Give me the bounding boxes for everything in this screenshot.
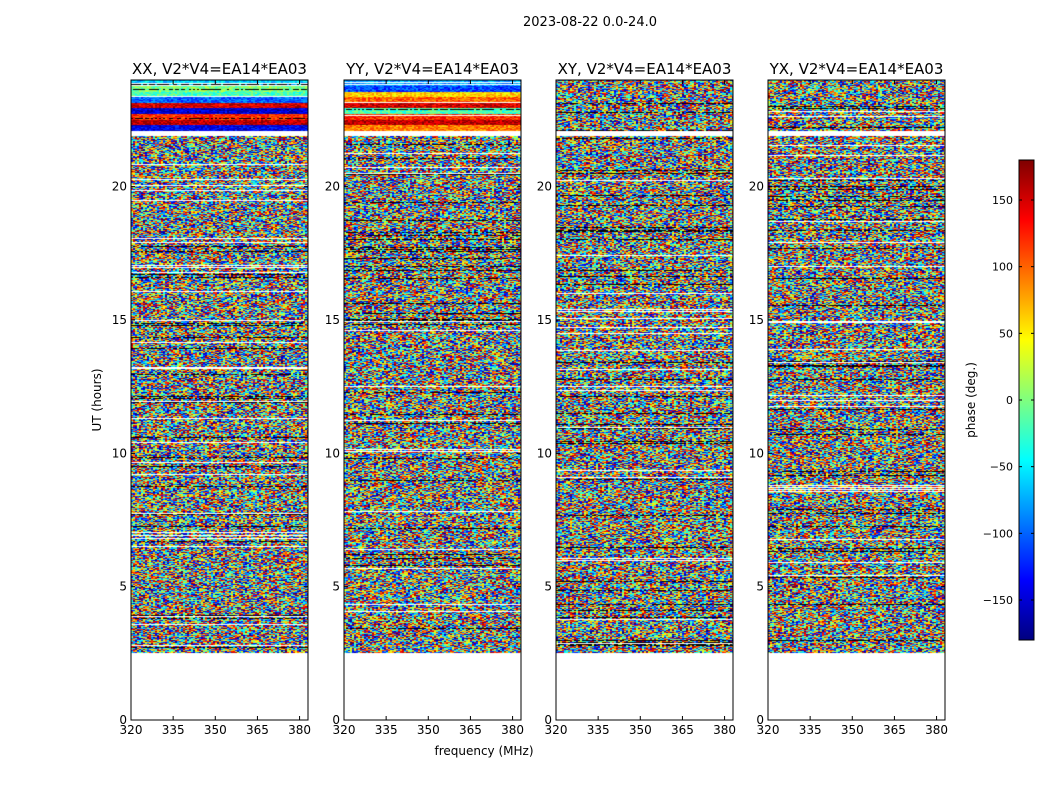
y-tick-label: 15 xyxy=(325,313,340,327)
y-tick-label: 20 xyxy=(112,180,127,194)
y-tick-label: 5 xyxy=(544,580,552,594)
x-tick-label: 350 xyxy=(204,723,227,737)
plot-frame xyxy=(767,79,946,721)
figure-title: 2023-08-22 0.0-24.0 xyxy=(523,15,657,30)
colorbar: −150 −100 −50 0 50 100 150 xyxy=(983,159,1035,641)
x-tick-label: 365 xyxy=(883,723,906,737)
y-tick-label: 10 xyxy=(325,446,340,460)
y-tick-label: 10 xyxy=(537,446,552,460)
x-tick-label: 365 xyxy=(459,723,482,737)
x-tick-label: 350 xyxy=(417,723,440,737)
x-tick-label: 365 xyxy=(246,723,269,737)
colorbar-tick-label: 0 xyxy=(1006,394,1013,407)
phase-heatmap xyxy=(131,80,308,720)
y-axis-label: UT (hours) xyxy=(90,368,104,431)
x-tick-label: 350 xyxy=(841,723,864,737)
x-tick-label: 335 xyxy=(799,723,822,737)
x-tick-label: 320 xyxy=(545,723,568,737)
y-tick-label: 0 xyxy=(119,713,127,727)
panel-xy: XY, V2*V4=EA14*EA03 320 335 350 365 380 0 5 10 15… xyxy=(537,60,736,737)
plot-frame xyxy=(343,79,522,721)
y-tick-label: 20 xyxy=(537,180,552,194)
panel-yy: YY, V2*V4=EA14*EA03 320 335 350 365 380 0 5 10 15… xyxy=(325,60,524,737)
y-tick-label: 20 xyxy=(325,180,340,194)
x-tick-label: 335 xyxy=(375,723,398,737)
panel-xx: XX, V2*V4=EA14*EA03 320 335 350 365 380 0 5 10 15… xyxy=(112,60,311,737)
panel-title: XX, V2*V4=EA14*EA03 xyxy=(132,60,307,78)
x-axis-label: frequency (MHz) xyxy=(434,744,533,758)
panel-yx: YX, V2*V4=EA14*EA03 320 335 350 365 380 0 5 10 15… xyxy=(749,60,948,737)
phase-heatmap xyxy=(344,80,521,720)
plot-frame xyxy=(130,79,309,721)
x-tick-label: 380 xyxy=(925,723,948,737)
y-tick-label: 0 xyxy=(332,713,340,727)
y-tick-label: 0 xyxy=(544,713,552,727)
x-tick-label: 335 xyxy=(587,723,610,737)
y-tick-label: 20 xyxy=(749,180,764,194)
plot-frame xyxy=(555,79,734,721)
x-tick-label: 350 xyxy=(629,723,652,737)
colorbar-tick-label: −100 xyxy=(983,527,1013,540)
panels: XX, V2*V4=EA14*EA03 320 335 350 365 380 0 5 10 15… xyxy=(112,60,948,737)
colorbar-tick-label: 150 xyxy=(992,194,1013,207)
colorbar-label: phase (deg.) xyxy=(964,362,978,438)
y-tick-label: 15 xyxy=(537,313,552,327)
x-tick-label: 320 xyxy=(120,723,143,737)
phase-heatmap xyxy=(556,80,733,720)
x-tick-label: 320 xyxy=(757,723,780,737)
x-tick-label: 380 xyxy=(713,723,736,737)
panel-title: YY, V2*V4=EA14*EA03 xyxy=(345,60,519,78)
y-tick-label: 0 xyxy=(756,713,764,727)
colorbar-tick-label: 50 xyxy=(999,327,1013,340)
y-tick-label: 5 xyxy=(119,580,127,594)
x-tick-label: 320 xyxy=(333,723,356,737)
y-tick-label: 15 xyxy=(112,313,127,327)
colorbar-tick-label: 100 xyxy=(992,261,1013,274)
colorbar-tick-label: −150 xyxy=(983,594,1013,607)
panel-title: XY, V2*V4=EA14*EA03 xyxy=(558,60,732,78)
x-tick-label: 365 xyxy=(671,723,694,737)
x-tick-label: 380 xyxy=(288,723,311,737)
phase-heatmap xyxy=(768,80,945,720)
x-tick-label: 380 xyxy=(501,723,524,737)
colorbar-tick-label: −50 xyxy=(990,461,1013,474)
y-tick-label: 5 xyxy=(756,580,764,594)
y-tick-label: 10 xyxy=(749,446,764,460)
x-tick-label: 335 xyxy=(162,723,185,737)
y-tick-label: 10 xyxy=(112,446,127,460)
y-tick-label: 5 xyxy=(332,580,340,594)
panel-title: YX, V2*V4=EA14*EA03 xyxy=(769,60,944,78)
y-tick-label: 15 xyxy=(749,313,764,327)
